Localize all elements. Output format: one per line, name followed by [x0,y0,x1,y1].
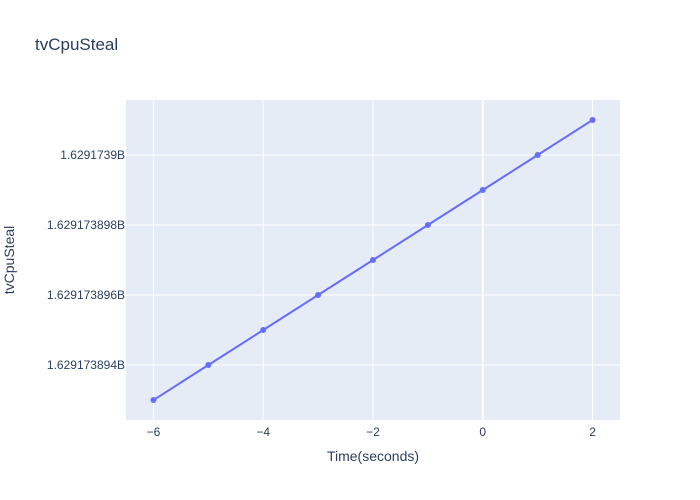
y-tick-label: 1.629173894B [47,358,125,372]
data-point[interactable] [589,116,596,123]
data-point[interactable] [315,292,322,299]
x-tick-label: 2 [589,425,596,439]
y-tick-label: 1.629173896B [47,288,125,302]
y-tick-label: 1.629173898B [47,218,125,232]
data-point[interactable] [479,186,486,193]
x-axis-ticks: −6 −4 −2 0 2 [147,425,597,439]
x-tick-label: −2 [366,425,380,439]
chart-title: tvCpuSteal [35,35,118,54]
data-point[interactable] [424,221,431,228]
x-axis-title: Time(seconds) [327,448,419,464]
data-point[interactable] [150,397,157,404]
x-tick-label: 0 [479,425,486,439]
x-tick-label: −6 [147,425,161,439]
x-tick-label: −4 [256,425,270,439]
data-point[interactable] [205,362,212,369]
y-tick-label: 1.6291739B [60,148,125,162]
data-point[interactable] [534,151,541,158]
y-axis-ticks: 1.629173894B 1.629173896B 1.629173898B 1.62… [47,148,125,372]
y-axis-title: tvCpuSteal [1,226,17,294]
data-point[interactable] [260,327,267,334]
data-point[interactable] [370,257,376,263]
series-line-group [150,116,596,404]
